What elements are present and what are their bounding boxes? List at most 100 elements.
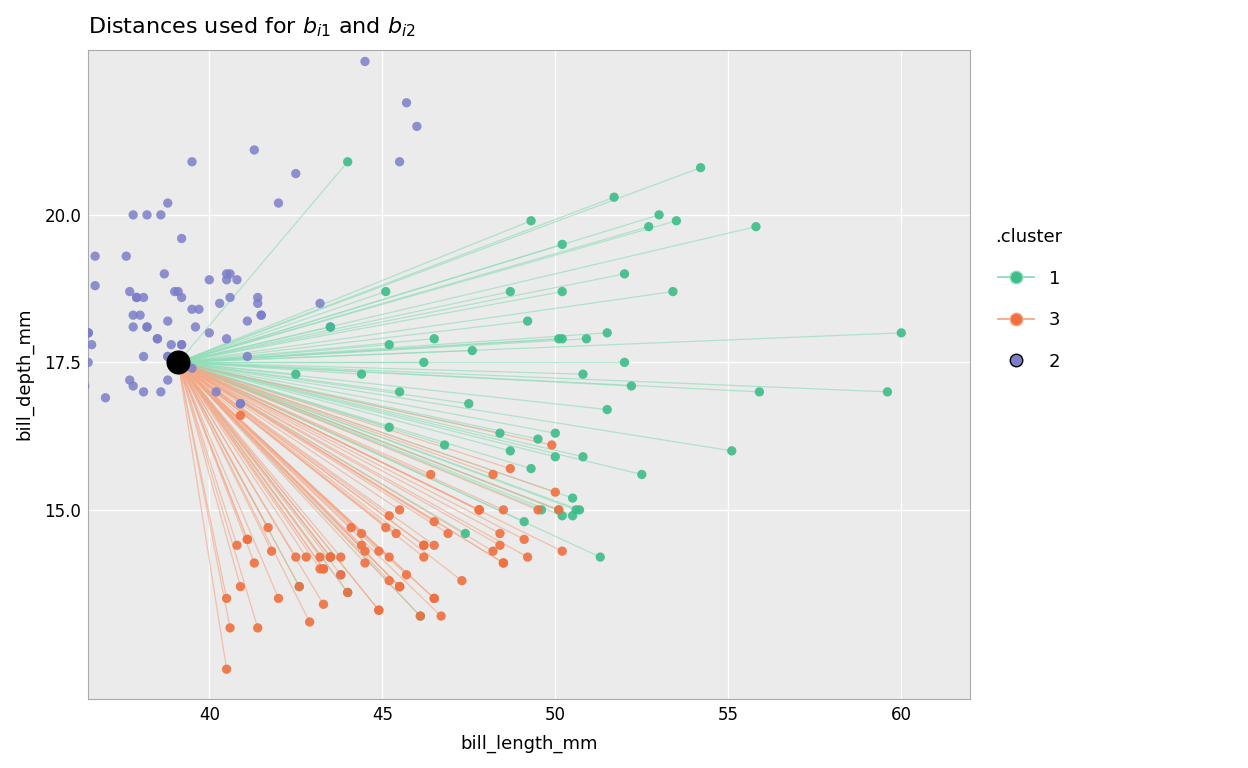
Point [79, 356, 99, 369]
Point [220, 268, 240, 280]
Point [338, 586, 358, 598]
Point [217, 663, 237, 675]
Point [545, 451, 565, 463]
Point [331, 568, 351, 581]
Point [124, 309, 144, 321]
Point [157, 374, 177, 386]
Point [528, 433, 548, 445]
Point [891, 326, 911, 339]
Point [237, 533, 257, 545]
Legend: 1, 3, 2: 1, 3, 2 [988, 221, 1070, 378]
Point [338, 586, 358, 598]
Point [157, 197, 177, 209]
Point [245, 144, 265, 156]
Point [300, 616, 319, 628]
Point [459, 398, 479, 410]
Point [286, 551, 306, 563]
Point [614, 356, 634, 369]
Point [369, 604, 389, 617]
Point [500, 445, 520, 457]
Point [369, 545, 389, 558]
Point [157, 350, 177, 362]
Point [36, 238, 56, 250]
Point [155, 268, 175, 280]
X-axis label: bill_length_mm: bill_length_mm [461, 735, 598, 753]
Point [552, 545, 572, 558]
Point [237, 350, 257, 362]
Point [569, 504, 589, 516]
Point [147, 333, 167, 345]
Point [354, 545, 374, 558]
Point [67, 356, 87, 369]
Point [493, 557, 513, 569]
Point [321, 551, 341, 563]
Point [483, 468, 503, 481]
Point [424, 333, 444, 345]
Point [514, 533, 534, 545]
Point [877, 386, 897, 398]
Point [421, 468, 441, 481]
Point [522, 462, 542, 475]
Point [286, 368, 306, 380]
Point [286, 167, 306, 180]
Point [414, 539, 434, 551]
Point [397, 568, 417, 581]
Point [200, 273, 220, 286]
Point [231, 398, 251, 410]
Point [321, 551, 341, 563]
Point [379, 574, 399, 587]
Point [321, 551, 341, 563]
Point [414, 356, 434, 369]
Point [411, 610, 431, 622]
Point [130, 309, 150, 321]
Point [172, 339, 192, 351]
Point [379, 510, 399, 522]
Point [331, 568, 351, 581]
Y-axis label: bill_depth_mm: bill_depth_mm [15, 308, 34, 440]
Point [313, 598, 333, 611]
Point [134, 291, 154, 303]
Point [151, 386, 171, 398]
Point [217, 592, 237, 604]
Point [549, 504, 569, 516]
Point [663, 286, 683, 298]
Point [424, 515, 444, 528]
Point [85, 280, 105, 292]
Point [165, 356, 185, 369]
Point [217, 273, 237, 286]
Point [290, 581, 310, 593]
Point [750, 386, 770, 398]
Point [186, 321, 206, 333]
Point [67, 374, 87, 386]
Point [389, 504, 409, 516]
Point [389, 581, 409, 593]
Point [438, 528, 458, 540]
Point [0, 321, 15, 333]
Point [79, 326, 99, 339]
Point [134, 386, 154, 398]
Point [649, 209, 669, 221]
Point [200, 326, 220, 339]
Point [227, 273, 247, 286]
Point [598, 403, 618, 415]
Point [12, 144, 32, 156]
Point [518, 315, 538, 327]
Point [746, 220, 766, 233]
Point [137, 209, 157, 221]
Point [172, 291, 192, 303]
Point [549, 333, 569, 345]
Point [563, 492, 583, 505]
Point [407, 121, 427, 133]
Point [79, 326, 99, 339]
Point [434, 439, 454, 451]
Point [354, 557, 374, 569]
Point [604, 191, 624, 204]
Point [573, 451, 593, 463]
Point [490, 427, 510, 439]
Point [411, 610, 431, 622]
Point [389, 386, 409, 398]
Point [262, 545, 282, 558]
Point [36, 273, 56, 286]
Point [573, 368, 593, 380]
Point [528, 504, 548, 516]
